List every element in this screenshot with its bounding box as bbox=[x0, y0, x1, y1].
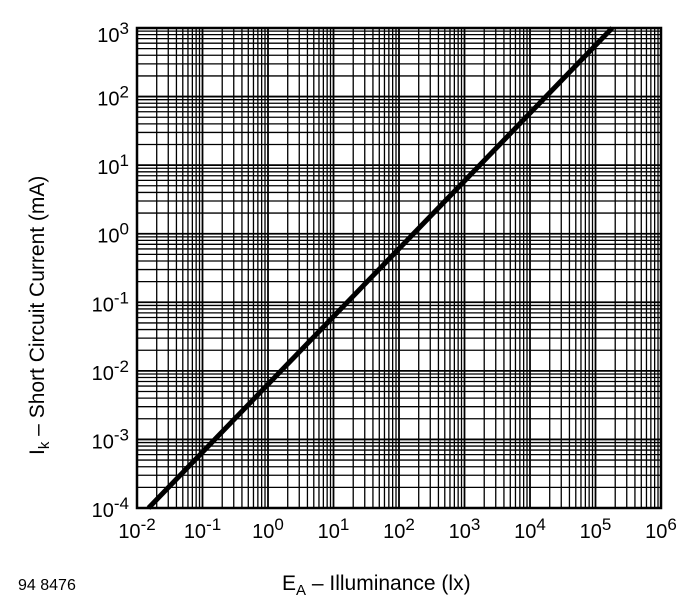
y-tick-label: 10-3 bbox=[92, 425, 129, 453]
x-tick-label: 10-1 bbox=[184, 515, 221, 543]
series bbox=[146, 26, 615, 510]
x-tick-label: 10-2 bbox=[118, 515, 155, 543]
x-axis-label: EA – Illuminance (lx) bbox=[282, 572, 471, 599]
y-tick-label: 10-1 bbox=[92, 288, 129, 316]
x-tick-labels: 10-2 10-1 100 101 102 103 104 105 106 bbox=[118, 515, 677, 543]
y-tick-labels: 10-4 10-3 10-2 10-1 100 101 102 103 bbox=[92, 19, 129, 522]
x-tick-label: 101 bbox=[318, 515, 350, 543]
y-tick-label: 100 bbox=[97, 220, 129, 248]
x-tick-label: 105 bbox=[580, 515, 612, 543]
x-tick-label: 102 bbox=[383, 515, 415, 543]
x-tick-label: 106 bbox=[645, 515, 677, 543]
grid bbox=[136, 28, 661, 509]
y-tick-label: 101 bbox=[97, 151, 129, 179]
y-tick-label: 103 bbox=[97, 19, 129, 47]
x-tick-label: 104 bbox=[514, 515, 546, 543]
figure-code: 94 8476 bbox=[18, 577, 76, 594]
y-tick-label: 102 bbox=[97, 83, 129, 111]
x-tick-label: 100 bbox=[252, 515, 284, 543]
y-tick-label: 10-2 bbox=[92, 357, 129, 385]
series-line bbox=[146, 26, 615, 510]
x-tick-label: 103 bbox=[449, 515, 481, 543]
y-tick-label: 10-4 bbox=[92, 494, 129, 522]
y-axis-label: Ik – Short Circuit Current (mA) bbox=[26, 176, 53, 455]
plot-frame bbox=[135, 26, 663, 510]
